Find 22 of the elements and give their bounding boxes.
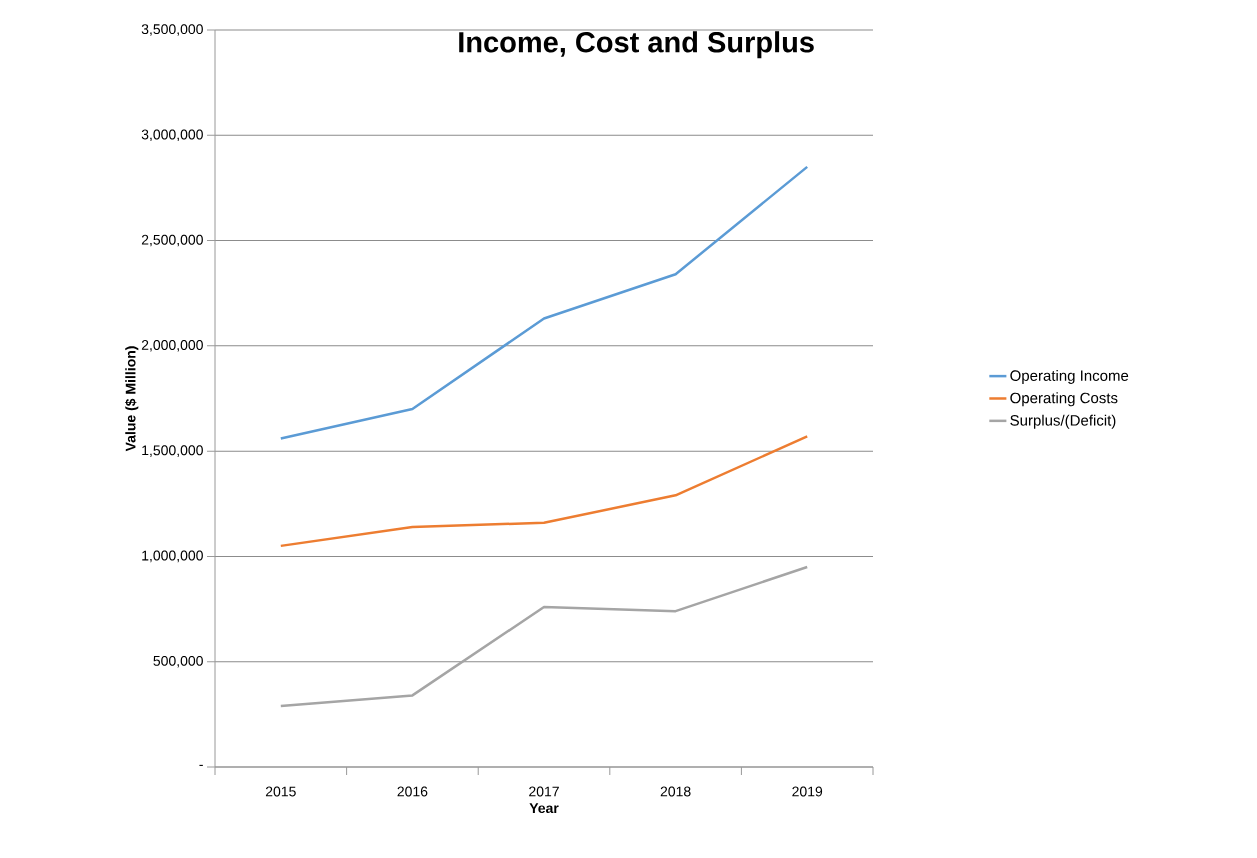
y-axis-title: Value ($ Million) (125, 346, 139, 452)
y-tick-label: 3,500,000 (141, 24, 203, 36)
y-tick-label: - (199, 764, 203, 766)
x-axis-title: Year (529, 803, 559, 814)
x-tick-label: 2015 (265, 786, 296, 797)
y-tick-label: 1,500,000 (142, 445, 203, 457)
x-tick-label: 2017 (529, 786, 559, 797)
legend-label: Surplus/(Deficit) (1010, 414, 1116, 429)
y-tick-label: 500,000 (153, 655, 203, 668)
y-tick-label: 2,500,000 (141, 234, 203, 247)
x-tick-label: 2019 (792, 786, 823, 797)
legend-label: Operating Costs (1010, 392, 1118, 407)
y-tick-label: 2,000,000 (141, 340, 203, 352)
y-tick-label: 1,000,000 (142, 550, 203, 563)
y-tick-label: 3,000,000 (141, 129, 203, 142)
line-series (279, 165, 809, 440)
x-tick-label: 2016 (397, 786, 428, 797)
x-tick-label: 2018 (660, 786, 691, 797)
line-series (279, 435, 809, 548)
legend-label: Operating Income (1010, 369, 1129, 384)
chart-title: Income, Cost and Surplus (459, 31, 814, 59)
line-series (279, 565, 809, 708)
